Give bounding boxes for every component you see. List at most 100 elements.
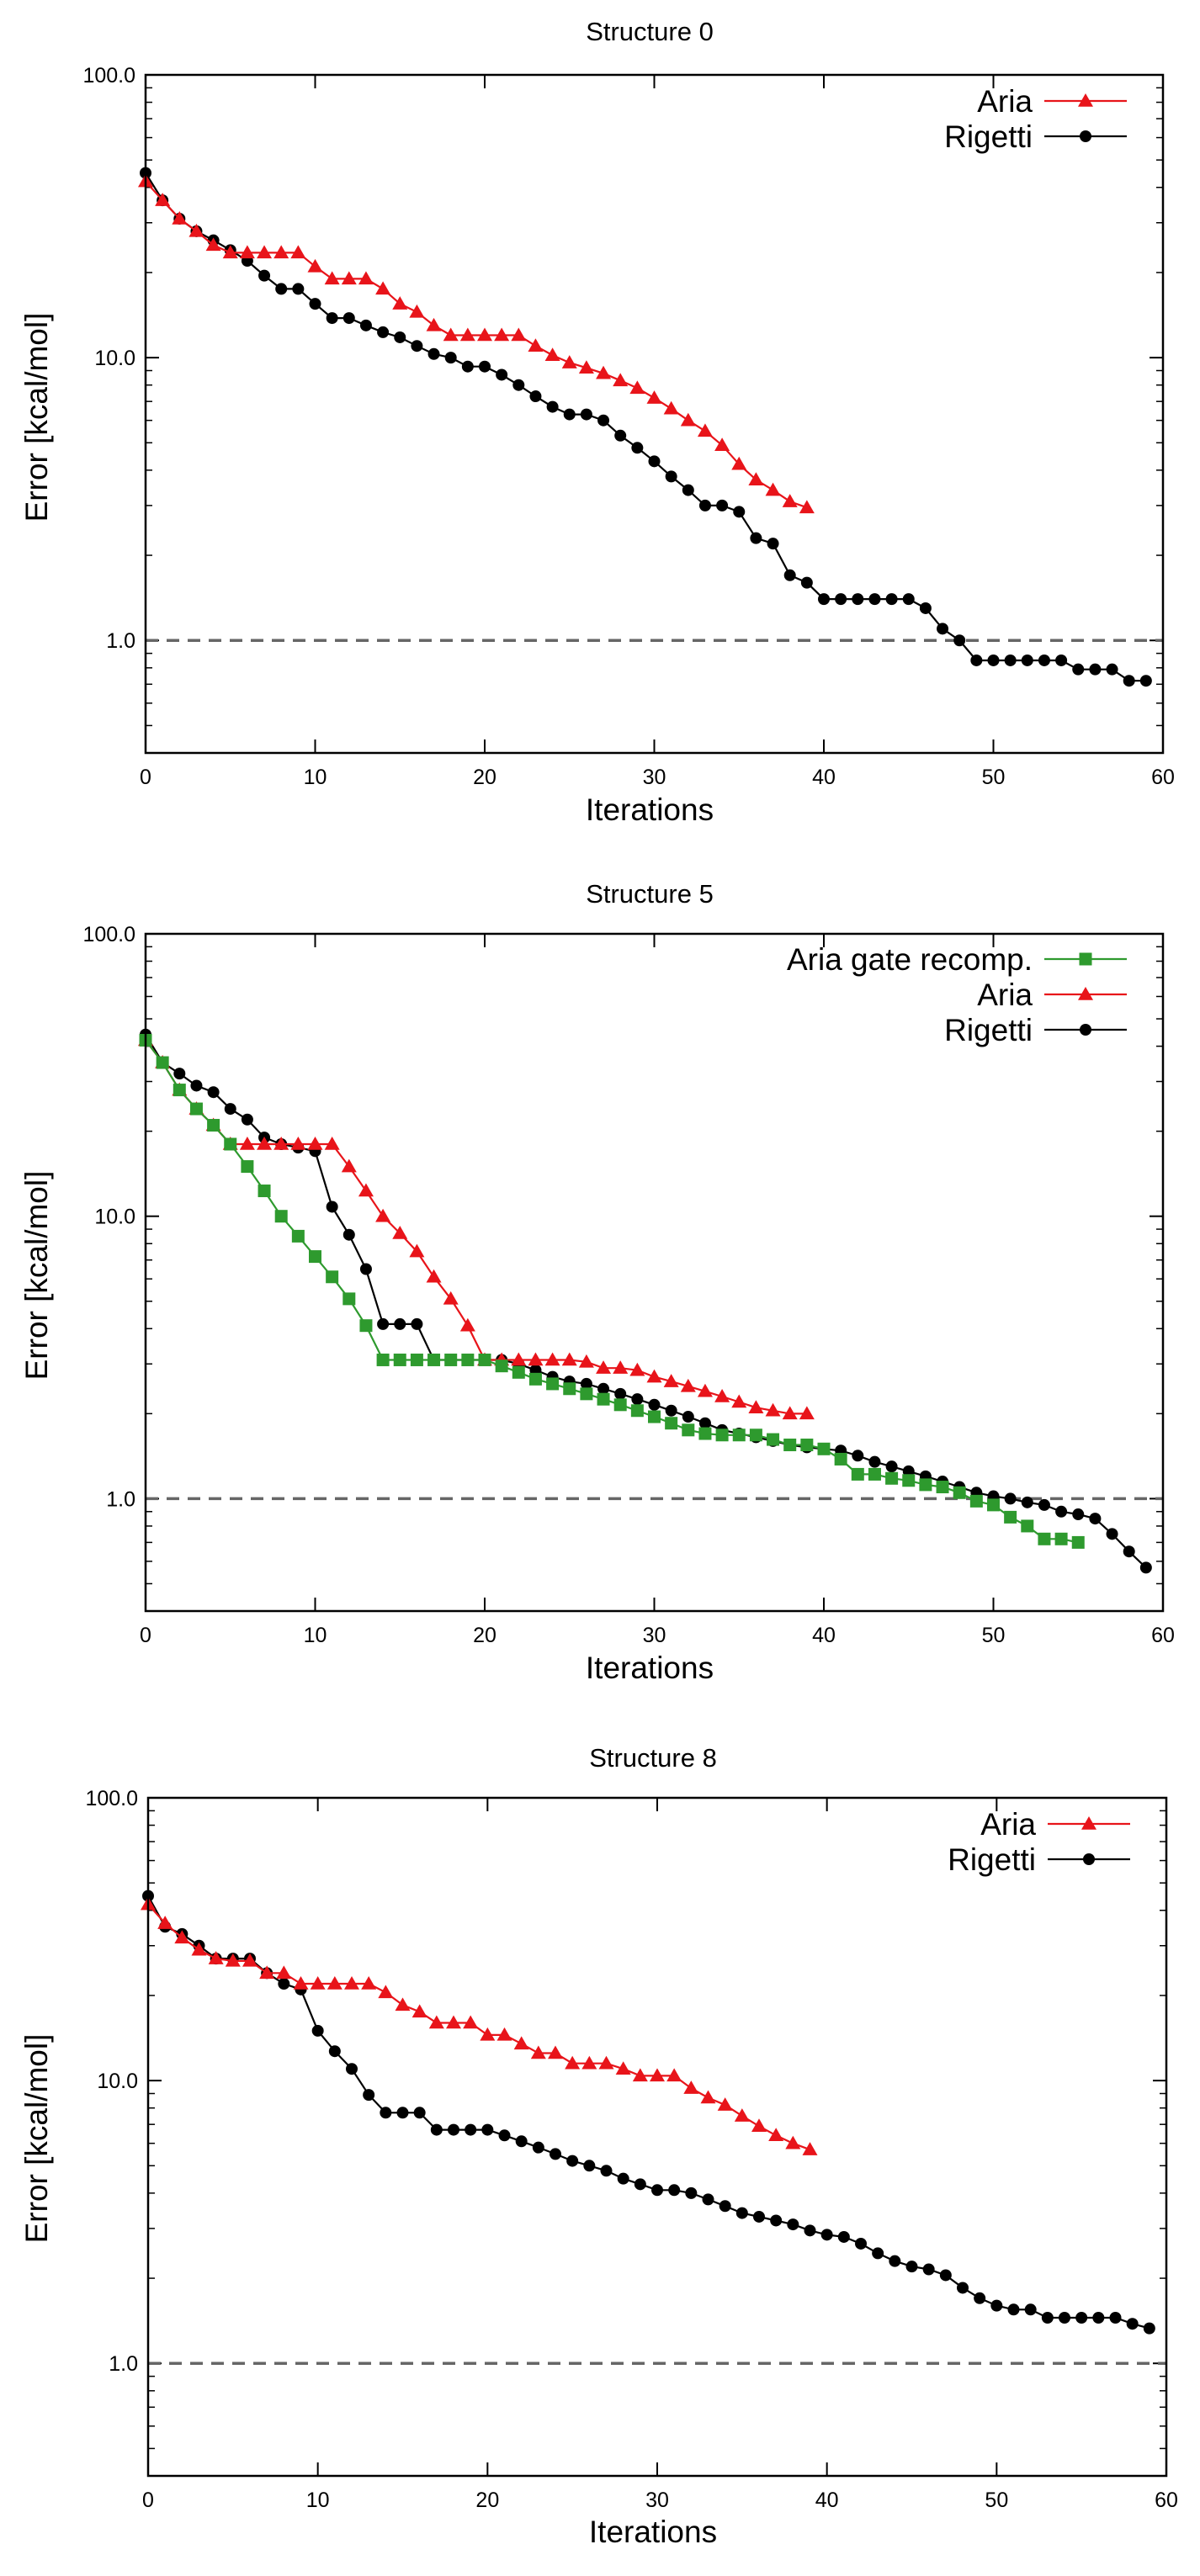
x-tick-label: 20: [475, 2489, 499, 2512]
y-tick-label: 10.0: [97, 2070, 138, 2093]
legend-label: Aria: [977, 84, 1033, 119]
data-point-rigetti: [278, 1978, 290, 1990]
legend-swatch-marker: [1080, 1024, 1091, 1036]
data-point-rigetti: [1106, 663, 1118, 676]
data-point-rigetti: [716, 499, 729, 511]
legend-swatch-marker: [1081, 1816, 1096, 1830]
data-point-aria: [358, 271, 374, 285]
legend-swatch-marker: [1079, 952, 1092, 966]
legend-label: Aria: [980, 1807, 1036, 1842]
data-point-rigetti: [532, 2141, 544, 2154]
x-axis-label: Iterations: [586, 1651, 714, 1685]
data-point-rigetti: [413, 2107, 426, 2119]
data-point-aria-gate-recomp: [987, 1498, 1000, 1512]
data-point-rigetti: [394, 331, 406, 343]
data-point-aria: [548, 2045, 563, 2059]
data-point-rigetti: [1089, 1513, 1102, 1525]
data-point-aria: [242, 1953, 258, 1967]
data-point-aria: [528, 1352, 544, 1366]
data-point-rigetti: [1004, 654, 1017, 666]
data-point-rigetti: [804, 2224, 816, 2237]
data-point-aria-gate-recomp: [258, 1185, 271, 1198]
data-point-aria: [544, 347, 560, 361]
data-point-aria-gate-recomp: [613, 1398, 627, 1412]
data-point-aria: [344, 1976, 359, 1990]
data-point-rigetti: [868, 1455, 881, 1468]
panel-structure-8: Structure 8 1.0 10.0 100.0 0 10 20 30 40 50 60 E…: [19, 1743, 1178, 2549]
legend-entry: Aria: [977, 978, 1127, 1012]
data-point-rigetti: [719, 2200, 731, 2213]
data-point-aria: [446, 2015, 461, 2029]
data-point-rigetti: [258, 269, 271, 282]
x-tick-label: 10: [304, 766, 327, 789]
data-point-aria: [412, 2004, 427, 2018]
data-point-aria: [293, 1976, 309, 1990]
data-point-aria-gate-recomp: [665, 1417, 678, 1430]
legend-label: Aria gate recomp.: [787, 942, 1033, 977]
data-point-aria-gate-recomp: [342, 1292, 356, 1306]
data-point-aria: [748, 472, 764, 486]
data-point-aria: [544, 1352, 560, 1366]
data-point-aria: [697, 423, 713, 437]
data-point-aria: [477, 327, 492, 342]
data-point-rigetti: [411, 1317, 423, 1330]
series-group: [138, 167, 1152, 687]
data-point-aria: [615, 2061, 631, 2075]
data-point-aria: [290, 245, 306, 259]
data-point-rigetti: [770, 2214, 783, 2227]
data-point-rigetti: [617, 2172, 629, 2185]
y-tick-label: 100.0: [82, 923, 135, 946]
data-point-aria-gate-recomp: [817, 1442, 831, 1455]
data-point-rigetti: [939, 2269, 952, 2282]
data-point-rigetti: [600, 2165, 613, 2177]
data-point-rigetti: [651, 2184, 663, 2197]
data-point-rigetti: [1123, 675, 1135, 687]
data-point-aria: [680, 412, 696, 427]
data-point-aria-gate-recomp: [444, 1353, 458, 1366]
x-tick-label: 10: [304, 1624, 327, 1647]
data-point-aria: [646, 1369, 662, 1383]
x-axis-label: Iterations: [586, 792, 714, 827]
data-point-aria: [361, 1976, 377, 1990]
data-point-rigetti: [224, 1103, 236, 1116]
data-point-rigetti: [328, 2045, 341, 2058]
data-point-aria: [765, 482, 781, 496]
data-point-aria-gate-recomp: [851, 1467, 864, 1481]
data-point-rigetti: [241, 1113, 253, 1126]
data-point-rigetti: [448, 2123, 459, 2136]
data-point-aria-gate-recomp: [478, 1353, 491, 1366]
data-point-rigetti: [465, 2123, 477, 2136]
y-tick-label: 100.0: [82, 64, 135, 87]
data-point-rigetti: [872, 2247, 884, 2260]
data-point-aria: [511, 1352, 527, 1366]
data-point-rigetti: [359, 1263, 372, 1275]
data-point-aria: [629, 1362, 645, 1376]
data-point-rigetti: [1109, 2312, 1122, 2324]
data-point-aria: [700, 2090, 716, 2104]
data-point-aria: [561, 1352, 577, 1366]
data-point-aria-gate-recomp: [698, 1427, 712, 1440]
data-point-rigetti: [990, 2299, 1003, 2312]
data-point-rigetti: [326, 312, 338, 325]
data-point-aria: [155, 193, 171, 206]
data-point-rigetti: [753, 2210, 765, 2223]
y-tick-label: 1.0: [109, 2352, 138, 2376]
x-tick-label: 20: [473, 1624, 496, 1647]
data-point-aria-gate-recomp: [326, 1270, 339, 1284]
legend-label: Aria: [977, 978, 1033, 1012]
data-point-rigetti: [394, 1317, 406, 1330]
x-tick-labels: 0 10 20 30 40 50 60: [140, 75, 1175, 789]
data-point-rigetti: [1072, 663, 1085, 676]
data-point-rigetti: [1024, 2303, 1037, 2316]
legend-entry: Rigetti: [944, 119, 1127, 154]
data-point-aria-gate-recomp: [189, 1102, 203, 1116]
x-tick-labels: 0 10 20 30 40 50 60: [142, 1798, 1178, 2512]
data-point-rigetti: [1143, 2322, 1155, 2335]
x-tick-label: 0: [140, 766, 151, 789]
data-point-aria: [341, 271, 357, 285]
x-tick-label: 30: [643, 1624, 666, 1647]
data-point-rigetti: [1059, 2312, 1070, 2324]
data-point-aria: [751, 2118, 767, 2133]
data-point-aria: [459, 327, 475, 342]
